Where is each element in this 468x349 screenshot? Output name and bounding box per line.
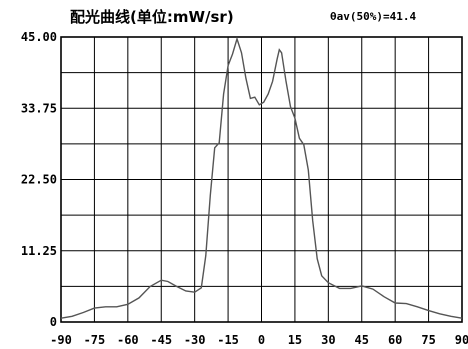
x-tick-label: -60 (117, 333, 139, 347)
x-tick-label: -45 (150, 333, 172, 347)
plot-frame (60, 36, 463, 323)
x-tick-label: 90 (455, 333, 468, 347)
chart-title: 配光曲线(单位:mW/sr) (70, 8, 234, 26)
x-tick-label: -75 (84, 333, 106, 347)
y-tick-label: 33.75 (21, 101, 57, 115)
x-tick-label: -90 (50, 333, 72, 347)
x-tick-label: 30 (321, 333, 335, 347)
x-tick-label: -30 (184, 333, 206, 347)
y-tick-label: 22.50 (21, 173, 57, 187)
y-axis-ticks: 0 11.25 22.50 33.75 45.00 (21, 30, 57, 329)
x-tick-label: 45 (355, 333, 369, 347)
x-tick-label: 0 (258, 333, 265, 347)
y-tick-label: 45.00 (21, 30, 57, 44)
x-axis-ticks: -90 -75 -60 -45 -30 -15 0 15 30 45 60 75 90 (50, 333, 468, 347)
y-tick-label: 11.25 (21, 244, 57, 258)
x-tick-label: 75 (421, 333, 435, 347)
beam-angle-stat: θav(50%)=41.4 (330, 10, 416, 23)
intensity-curve (60, 36, 463, 319)
y-tick-label: 0 (50, 315, 57, 329)
x-tick-label: -15 (217, 333, 239, 347)
x-tick-label: 60 (388, 333, 402, 347)
x-tick-label: 15 (288, 333, 302, 347)
grid (60, 37, 463, 322)
